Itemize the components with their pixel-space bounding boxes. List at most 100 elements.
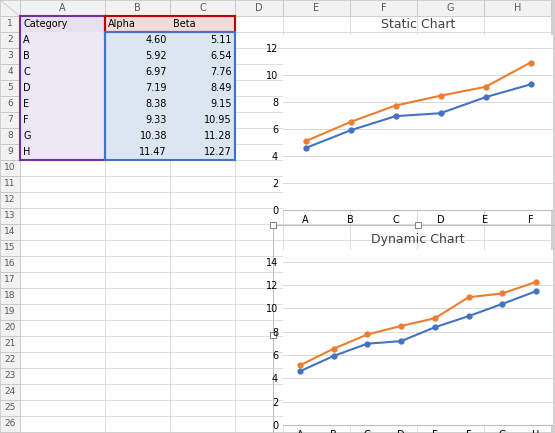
- Beta: [482, 84, 489, 90]
- Beta: [432, 316, 438, 321]
- Bar: [235, 0, 283, 16]
- Bar: [273, 225, 555, 433]
- Text: 4: 4: [7, 68, 13, 77]
- Line: Beta: Beta: [303, 60, 533, 144]
- Text: 26: 26: [4, 420, 16, 429]
- Bar: [105, 96, 170, 112]
- Alpha: [392, 113, 399, 119]
- Bar: [170, 16, 235, 32]
- Text: Category: Category: [23, 19, 67, 29]
- Text: 9.33: 9.33: [145, 115, 167, 125]
- Text: 8.38: 8.38: [145, 99, 167, 109]
- Text: Alpha: Alpha: [108, 19, 136, 29]
- Bar: [0, 384, 20, 400]
- Bar: [105, 64, 170, 80]
- Text: 8: 8: [7, 132, 13, 140]
- Bar: [0, 336, 20, 352]
- Text: 6.97: 6.97: [145, 67, 167, 77]
- Bar: [170, 144, 235, 160]
- Bar: [105, 48, 170, 64]
- Bar: [0, 416, 20, 432]
- Text: D: D: [255, 3, 263, 13]
- Text: 11.47: 11.47: [139, 147, 167, 157]
- Bar: [170, 0, 235, 16]
- Bar: [0, 224, 20, 240]
- Bar: [20, 96, 105, 112]
- Text: A: A: [59, 3, 66, 13]
- Bar: [350, 0, 417, 16]
- Bar: [0, 64, 20, 80]
- Text: 2: 2: [7, 36, 13, 45]
- Alpha: [330, 353, 337, 359]
- Bar: [0, 112, 20, 128]
- Beta: [364, 332, 371, 337]
- Text: C: C: [199, 3, 206, 13]
- Bar: [105, 32, 170, 48]
- Bar: [283, 0, 350, 16]
- Text: 21: 21: [4, 339, 16, 349]
- Bar: [170, 32, 235, 48]
- Bar: [20, 64, 105, 80]
- Alpha: [465, 313, 472, 319]
- Bar: [20, 112, 105, 128]
- Title: Static Chart: Static Chart: [381, 18, 455, 31]
- Bar: [170, 64, 235, 80]
- Text: 5.92: 5.92: [145, 51, 167, 61]
- Text: G: G: [447, 3, 454, 13]
- Text: A: A: [23, 35, 29, 45]
- Beta: [296, 363, 303, 368]
- Bar: [20, 16, 105, 32]
- Bar: [0, 144, 20, 160]
- Alpha: [432, 325, 438, 330]
- Text: B: B: [23, 51, 30, 61]
- Text: 9.15: 9.15: [210, 99, 232, 109]
- Text: 20: 20: [4, 323, 16, 333]
- Bar: [0, 192, 20, 208]
- Beta: [437, 93, 444, 98]
- Line: Alpha: Alpha: [297, 289, 538, 374]
- Bar: [105, 0, 170, 16]
- Text: B: B: [134, 3, 141, 13]
- Beta: [330, 346, 337, 351]
- Text: G: G: [23, 131, 31, 141]
- Text: 23: 23: [4, 372, 16, 381]
- Text: 16: 16: [4, 259, 16, 268]
- Text: F: F: [23, 115, 29, 125]
- Text: E: E: [23, 99, 29, 109]
- Bar: [105, 16, 170, 32]
- Beta: [302, 139, 309, 144]
- Bar: [0, 368, 20, 384]
- Text: C: C: [23, 67, 30, 77]
- Alpha: [482, 94, 489, 100]
- Bar: [105, 112, 170, 128]
- Text: E: E: [314, 3, 320, 13]
- Text: 25: 25: [4, 404, 16, 413]
- Alpha: [499, 301, 506, 307]
- Text: 24: 24: [4, 388, 16, 397]
- Text: 11.28: 11.28: [204, 131, 232, 141]
- Text: D: D: [23, 83, 31, 93]
- Text: H: H: [514, 3, 521, 13]
- Bar: [20, 128, 105, 144]
- Beta: [533, 279, 539, 284]
- Alpha: [364, 341, 371, 346]
- Text: 6.54: 6.54: [210, 51, 232, 61]
- Text: 4.60: 4.60: [145, 35, 167, 45]
- Beta: [465, 294, 472, 300]
- Bar: [0, 256, 20, 272]
- Text: 7.76: 7.76: [210, 67, 232, 77]
- Text: 6: 6: [7, 100, 13, 109]
- Text: 10: 10: [4, 164, 16, 172]
- Text: 10.95: 10.95: [204, 115, 232, 125]
- Text: 8.49: 8.49: [211, 83, 232, 93]
- Bar: [0, 48, 20, 64]
- Bar: [105, 144, 170, 160]
- Text: 13: 13: [4, 211, 16, 220]
- Bar: [0, 208, 20, 224]
- Bar: [105, 128, 170, 144]
- Bar: [0, 128, 20, 144]
- Bar: [20, 144, 105, 160]
- Bar: [0, 288, 20, 304]
- Text: 3: 3: [7, 52, 13, 61]
- Bar: [0, 272, 20, 288]
